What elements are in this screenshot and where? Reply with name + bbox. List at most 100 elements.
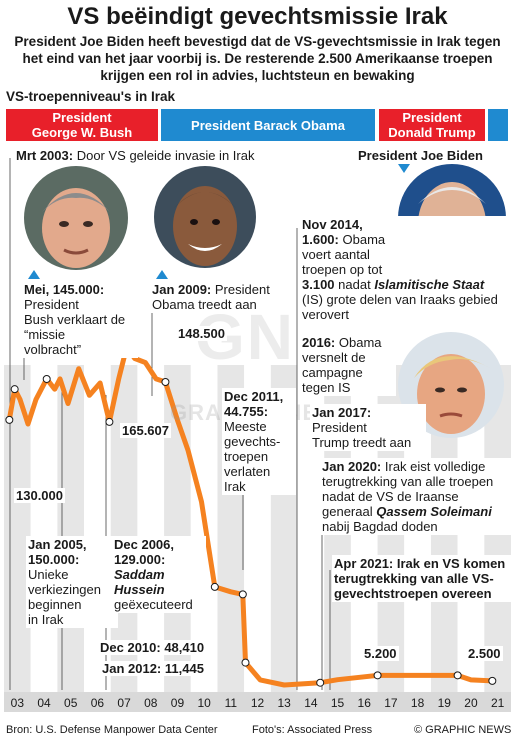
ann-2009-l2: Obama treedt aan	[152, 297, 257, 312]
ann-2011-l7: Irak	[224, 479, 246, 494]
year-band-08	[137, 365, 165, 693]
value-label-dec-2010: Dec 2010: 48,410	[98, 640, 207, 655]
ann-2016-l2: versnelt de	[302, 350, 366, 365]
ann-2017-l3: Trump treedt aan	[312, 435, 412, 450]
ann-2003-date: Mrt 2003:	[16, 148, 74, 163]
bush-line2: George W. Bush	[31, 125, 133, 140]
x-tick-11: 11	[225, 696, 238, 710]
ann-mei-date: Mei, 145.000:	[24, 282, 105, 297]
footer-source: Bron: U.S. Defense Manpower Data Center	[6, 724, 218, 736]
biden-label: President Joe Biden	[358, 148, 483, 163]
year-band-07	[110, 365, 138, 693]
data-point-8	[316, 678, 325, 687]
x-tick-17: 17	[384, 696, 398, 710]
ann-2011-l3: Meeste	[224, 419, 267, 434]
annotation-jan-2017: Jan 2017: President Trump treedt aan	[310, 404, 426, 451]
data-point-0	[5, 415, 14, 424]
footer-credit: © GRAPHIC NEWS	[414, 724, 512, 736]
x-axis-strip	[4, 692, 511, 712]
page-title: VS beëindigt gevechtsmissie Irak	[67, 3, 448, 30]
x-tick-21: 21	[491, 696, 505, 710]
value-label-5200: 5.200	[362, 646, 399, 661]
value-label-165607: 165.607	[120, 423, 171, 438]
ann-2014-l1: Nov 2014,	[302, 217, 363, 232]
data-point-4	[161, 378, 170, 387]
data-point-9	[373, 671, 382, 680]
ann-2016-l3: campagne	[302, 365, 363, 380]
ann-2009-date: Jan 2009:	[152, 282, 212, 297]
annotation-jan-2009: Jan 2009: President Obama treedt aan	[150, 281, 284, 313]
ann-2011-l2: 44.755:	[224, 404, 269, 419]
ann-2011-l5: troepen	[224, 449, 269, 464]
annotation-mar-2003: Mrt 2003: Door VS geleide invasie in Ira…	[14, 147, 257, 164]
obama-portrait	[154, 166, 256, 268]
ann-2006-l5: geëxecuteerd	[114, 597, 193, 612]
president-bar-biden	[488, 109, 508, 141]
ann-2020-l5: nabij Bagdad doden	[322, 519, 438, 534]
ann-2014-l5a: 3.100	[302, 277, 335, 292]
x-tick-19: 19	[438, 696, 452, 710]
x-tick-13: 13	[278, 696, 292, 710]
president-bar-bush: President George W. Bush	[6, 109, 158, 141]
data-point-6	[238, 590, 247, 599]
president-bar-obama: President Barack Obama	[161, 109, 375, 141]
x-tick-16: 16	[358, 696, 372, 710]
ann-2020-l4: generaal	[322, 504, 373, 519]
x-tick-08: 08	[144, 696, 158, 710]
x-tick-12: 12	[251, 696, 265, 710]
annotation-nov-2014: Nov 2014, 1.600: Obama voert aantal troe…	[300, 216, 512, 323]
annotation-jan-2020: Jan 2020: Irak eist volledige terugtrekk…	[320, 458, 512, 535]
x-tick-20: 20	[464, 696, 478, 710]
trump-line2: Donald Trump	[388, 125, 476, 140]
ann-2005-l6: in Irak	[28, 612, 64, 627]
x-tick-14: 14	[304, 696, 318, 710]
x-tick-18: 18	[411, 696, 425, 710]
ann-2005-l4: verkiezingen	[28, 582, 101, 597]
bush-face-icon	[24, 166, 128, 270]
annotation-dec-2011: Dec 2011, 44.755: Meeste gevechts- troep…	[222, 388, 296, 495]
ann-mei-l2: Bush verklaart de	[24, 312, 126, 327]
ann-2021-l2: terugtrekking van alle VS-	[334, 571, 494, 586]
ann-2005-l5: beginnen	[28, 597, 82, 612]
data-point-5	[210, 582, 219, 591]
ann-2020-l3: nadat de VS de Iraanse	[322, 489, 459, 504]
ann-2021-l3: gevechtstroepen overeen	[334, 586, 492, 601]
chart-subtitle: VS-troepenniveau's in Irak	[6, 89, 176, 104]
trump-face-icon	[398, 332, 504, 438]
obama-marker-icon	[156, 270, 168, 279]
annotation-2016: 2016: Obama versnelt de campagne tegen I…	[300, 334, 396, 396]
ann-mei-l4: volbracht”	[24, 342, 82, 357]
ann-2005-l1: Jan 2005,	[28, 537, 87, 552]
biden-marker-icon	[398, 164, 410, 173]
x-tick-04: 04	[37, 696, 51, 710]
ann-2014-l3: voert aantal	[302, 247, 370, 262]
x-tick-15: 15	[331, 696, 345, 710]
ann-2005-l3: Unieke	[28, 567, 69, 582]
ann-2017-l2: President	[312, 420, 367, 435]
ann-2006-l2: 129.000:	[114, 552, 166, 567]
annotation-dec-2006: Dec 2006, 129.000: Saddam Hussein geëxec…	[112, 536, 206, 613]
ann-2020-l1: Irak eist volledige	[384, 459, 486, 474]
ann-2005-l2: 150.000:	[28, 552, 80, 567]
x-tick-03: 03	[11, 696, 25, 710]
ann-2014-l7: verovert	[302, 307, 349, 322]
intro-text: President Joe Biden heeft bevestigd dat …	[14, 34, 501, 83]
value-label-148500: 148.500	[176, 326, 227, 341]
x-tick-07: 07	[117, 696, 131, 710]
bush-marker-icon	[28, 270, 40, 279]
ann-2017-date: Jan 2017:	[312, 405, 372, 420]
ann-2016-date: 2016:	[302, 335, 336, 350]
ann-2011-l1: Dec 2011,	[224, 389, 284, 404]
data-point-2	[42, 374, 51, 383]
ann-2011-l6: verlaten	[224, 464, 271, 479]
annotation-jan-2005: Jan 2005, 150.000: Unieke verkiezingen b…	[26, 536, 118, 628]
ann-2003-text: Door VS geleide invasie in Irak	[76, 148, 255, 163]
trump-portrait	[398, 332, 504, 438]
data-point-10	[453, 671, 462, 680]
annotation-apr-2021: Apr 2021: Irak en VS komen terugtrekking…	[332, 555, 512, 602]
value-label-jan-2012: Jan 2012: 11,445	[100, 661, 206, 676]
ann-2014-l5c: Islamitische Staat	[374, 277, 485, 292]
bush-line1: President	[52, 110, 112, 125]
ann-2020-l2: terugtrekking van alle troepen	[322, 474, 494, 489]
